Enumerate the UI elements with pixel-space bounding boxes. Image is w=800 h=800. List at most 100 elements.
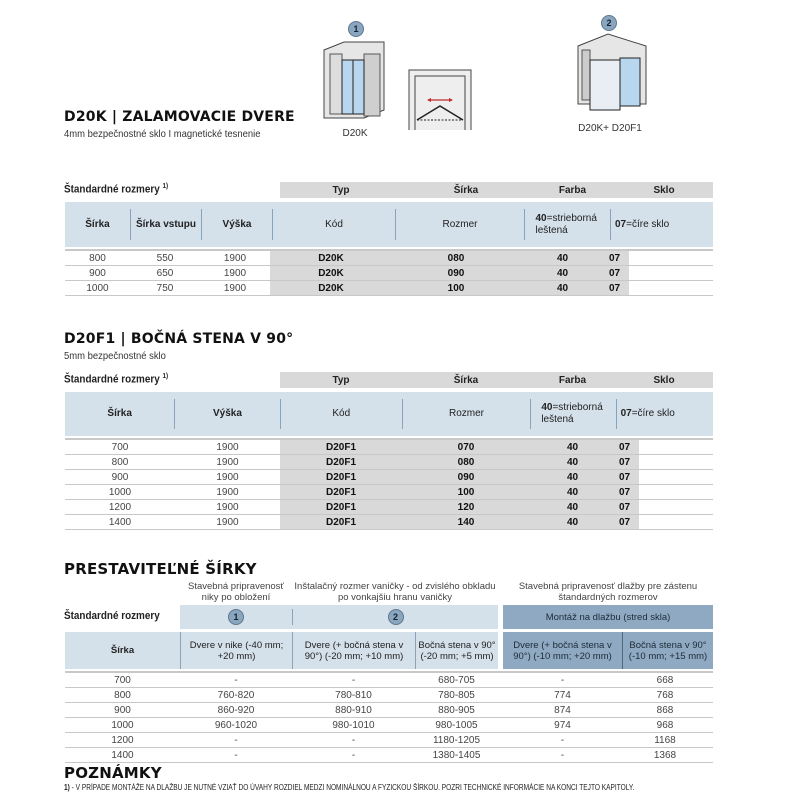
table-cell: - (351, 749, 356, 761)
badge-1: 1 (228, 609, 244, 625)
column-gap (498, 673, 503, 687)
table-cell: 1400 (111, 749, 134, 761)
image-1-caption: D20K (342, 128, 368, 139)
table-cell: 980-1010 (332, 719, 375, 731)
col-vyska: Výška (201, 208, 272, 241)
table-cell: - (234, 674, 238, 686)
table-cell: 968 (656, 719, 674, 731)
table-cell: 874 (554, 704, 571, 716)
table-cell: 668 (656, 674, 674, 686)
table-row: 800 760-820 780-810 780-805 774 768 (65, 688, 713, 703)
folding-door-plan-icon (408, 69, 472, 130)
col-tile-side: Bočná stena v 90° (-10 mm; +15 mm) (622, 632, 713, 669)
table-cell: D20K (270, 266, 392, 280)
table-cell: 774 (554, 689, 571, 701)
section-1-title: D20K | ZALAMOVACIE DVERE (64, 109, 295, 125)
badge-row: 1 2 (180, 605, 498, 629)
standard-dimensions-label: Štandardné rozmery (64, 610, 160, 622)
table-cell: - (234, 734, 238, 746)
table-cell: 960-1020 (214, 719, 258, 731)
table-row: 900 860-920 880-910 880-905 874 868 (65, 703, 713, 718)
label-text: Štandardné rozmery (64, 183, 160, 196)
column-gap (498, 748, 503, 762)
col-sirka: Šírka (85, 218, 110, 230)
farba-text: =strieborná leštená (535, 213, 597, 236)
sklo-text: =číre sklo (626, 218, 670, 230)
table-cell: 1900 (216, 486, 239, 498)
table-cell: 100 (402, 485, 530, 499)
table-cell: 974 (554, 719, 571, 731)
section-2-title: D20F1 | BOČNÁ STENA V 90° (64, 331, 294, 347)
table-cell: 1000 (111, 719, 134, 731)
col-sirka-vstupu: Šírka vstupu (130, 208, 201, 241)
sklo-text: =číre sklo (631, 408, 675, 420)
table-cell: 880-905 (438, 704, 475, 716)
farba-code: 40 (535, 213, 547, 224)
table-cell: 40 (530, 485, 615, 499)
label-text: Štandardné rozmery (64, 373, 160, 386)
table-cell: 768 (656, 689, 674, 701)
table-2-body: 700 1900 D20F1 070 40 07 800 1900 D20F1 080 40 07 90… (65, 438, 713, 530)
table-cell: 1900 (216, 501, 239, 513)
table-cell: D20F1 (280, 455, 402, 469)
badge-1: 1 (348, 21, 364, 37)
col-door-side: Dvere (+ bočná stena v 90°) (-20 mm; +10… (292, 632, 415, 669)
table-cell: D20K (270, 251, 392, 265)
table-cell: D20F1 (280, 470, 402, 484)
column-gap (498, 733, 503, 747)
sklo-code: 07 (620, 408, 632, 420)
table-cell: 40 (520, 266, 605, 280)
table-row: 1200 1900 D20F1 120 40 07 (65, 500, 713, 515)
table-cell: 680-705 (438, 674, 475, 686)
table-cell: 1900 (223, 282, 247, 294)
table-cell: - (560, 749, 565, 761)
notes-title: POZNÁMKY (64, 764, 162, 782)
table-cell: 07 (605, 251, 703, 265)
table-3-body: 700 - - 680-705 - 668 800 760-820 780-810 780-805… (65, 671, 713, 763)
table-cell: 1380-1405 (432, 749, 481, 761)
col-side-wall: Bočná stena v 90° (-20 mm; +5 mm) (415, 632, 498, 669)
sklo-code: 07 (615, 218, 627, 230)
table-cell: - (560, 674, 565, 686)
table-cell: 07 (615, 470, 713, 484)
table-row: 800 1900 D20F1 080 40 07 (65, 455, 713, 470)
col-sklo: 07 =číre sklo (610, 208, 708, 241)
group-header-sklo: Sklo (653, 374, 675, 386)
farba-text: =strieborná leštená (541, 402, 603, 425)
footnote-ref: 1) (162, 183, 169, 190)
table-cell: 900 (114, 704, 131, 716)
col-farba: 40=strieborná leštená (524, 208, 610, 241)
table-cell: 700 (111, 441, 129, 453)
table-cell: 1900 (216, 456, 239, 468)
table-cell: - (351, 674, 356, 686)
col-rozmer: Rozmer (401, 398, 530, 430)
table-cell: 1900 (216, 441, 239, 453)
group-header-farba: Farba (558, 374, 587, 386)
farba-code: 40 (541, 402, 553, 414)
col-vyska: Výška (174, 398, 279, 430)
table-cell: 1000 (86, 282, 109, 294)
section-3-title: PRESTAVITEĽNÉ ŠÍRKY (64, 560, 257, 578)
table-row: 900 1900 D20F1 090 40 07 (65, 470, 713, 485)
table-cell: 07 (615, 455, 713, 469)
table-cell: 1168 (654, 734, 676, 746)
col-sklo: 07 =číre sklo (615, 398, 713, 430)
column-gap (498, 703, 503, 717)
table-cell: 40 (530, 455, 615, 469)
table-cell: 868 (656, 704, 674, 716)
image-2-caption: D20K+ D20F1 (578, 123, 642, 134)
group-header-typ: Typ (332, 374, 350, 386)
table-cell: D20F1 (280, 500, 402, 514)
table-cell: 700 (114, 674, 131, 686)
table-cell: 07 (615, 500, 713, 514)
table-cell: 900 (111, 471, 129, 483)
table-1-header: Šírka Šírka vstupu Výška Kód Rozmer 40=s… (65, 202, 713, 247)
table-cell: 880-910 (335, 704, 372, 716)
table-cell: D20F1 (280, 440, 402, 454)
table-cell: 40 (530, 440, 615, 454)
table-3-header-left: Šírka Dvere v nike (-40 mm; +20 mm) Dver… (65, 632, 498, 669)
table-row: 700 - - 680-705 - 668 (65, 673, 713, 688)
group-note-tiles: Stavebná pripravenosť dlažby pre zástenu… (518, 581, 698, 603)
table-cell: 07 (615, 440, 713, 454)
table-cell: D20F1 (280, 515, 402, 529)
